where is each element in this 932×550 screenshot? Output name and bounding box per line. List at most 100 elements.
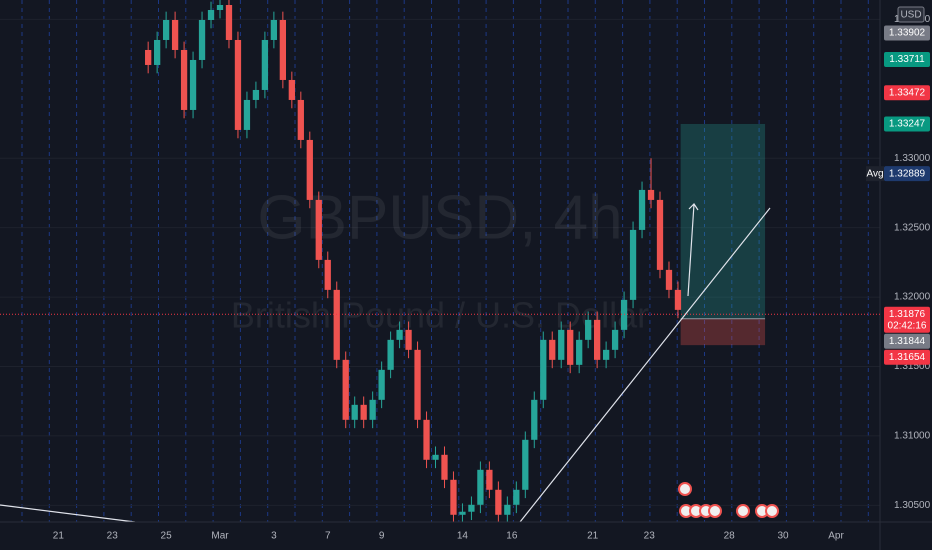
candle-body (665, 269, 673, 290)
price-label: 1.33472 (889, 87, 926, 98)
price-axis (880, 0, 932, 550)
x-tick-label: 3 (271, 531, 277, 542)
candle-body (522, 439, 529, 490)
loss-zone (680, 318, 766, 346)
candle-body (504, 504, 511, 515)
candle-body (243, 99, 251, 130)
arrow (687, 203, 699, 297)
y-tick-label: 1.32000 (894, 292, 931, 303)
price-label-box (884, 306, 930, 333)
candle-body (378, 369, 385, 400)
candle-body (558, 329, 565, 360)
candle-body (216, 4, 224, 10)
candle-body (674, 289, 682, 310)
candle-body (576, 339, 583, 365)
y-tick-label: 1.30500 (894, 500, 931, 511)
candle-body (198, 19, 206, 60)
candle-body (324, 259, 331, 290)
candle-body (342, 359, 349, 420)
y-tick-label: 1.31500 (894, 361, 931, 372)
candle-body (252, 89, 260, 100)
time-axis (0, 522, 880, 550)
x-tick-label: 28 (724, 531, 736, 542)
watermark-subtitle: British Pound / U.S. Dollar (231, 295, 649, 336)
candle-body (531, 399, 538, 440)
x-tick-label: 16 (506, 531, 518, 542)
price-label-box (884, 52, 930, 68)
candle-body (405, 329, 412, 350)
candle-body (315, 199, 322, 260)
candle-body (540, 339, 547, 400)
candle-body (477, 469, 484, 505)
candle-body (486, 469, 493, 490)
candle-body (387, 339, 394, 370)
candle-body (549, 339, 556, 360)
candle-body (333, 289, 340, 360)
x-tick-label: 21 (587, 531, 599, 542)
candle-body (414, 349, 421, 420)
price-label-box (884, 166, 930, 182)
x-tick-label: 9 (379, 531, 385, 542)
countdown: 02:42:16 (888, 320, 927, 331)
candle-body (567, 329, 574, 365)
candle-body (423, 419, 430, 460)
price-label-box (884, 116, 930, 132)
price-label: 1.33902 (889, 28, 926, 39)
candle-body (225, 4, 233, 40)
trend-line (519, 207, 771, 523)
candle-body (297, 99, 304, 140)
price-label: 1.31876 (889, 309, 926, 320)
candle-body (638, 189, 646, 230)
trend-line (0, 504, 136, 523)
event-icons (678, 482, 779, 518)
candle-body (234, 39, 242, 130)
price-label: 1.33711 (889, 54, 925, 65)
price-label: 1.33247 (889, 119, 926, 130)
x-tick-label: 23 (644, 531, 656, 542)
candle-body (620, 299, 628, 330)
profit-zone (680, 123, 766, 319)
y-tick-label: 1.32500 (894, 222, 931, 233)
candle-body (180, 49, 188, 110)
candle-body (306, 139, 313, 200)
x-tick-label: 25 (161, 531, 173, 542)
x-tick-label: 21 (53, 531, 65, 542)
candle-body (602, 349, 610, 360)
candle-body (611, 329, 619, 350)
price-label-box (884, 85, 930, 101)
x-tick-label: 30 (777, 531, 789, 542)
candle-body (495, 489, 502, 515)
candle-body (432, 454, 439, 460)
candle-body (441, 454, 448, 480)
price-tag: Avg (866, 168, 883, 179)
candle-body (450, 479, 457, 515)
candle-body (513, 489, 520, 505)
price-label-box (884, 333, 930, 349)
candle-body (189, 59, 197, 110)
price-label: 1.31844 (889, 336, 926, 347)
currency-box[interactable] (897, 6, 925, 23)
candle-body (162, 19, 170, 40)
candle-body (171, 19, 179, 50)
candle-body (279, 19, 286, 80)
candle-body (360, 404, 367, 420)
x-tick-label: 7 (325, 531, 331, 542)
long-position (680, 123, 766, 346)
candle-body (145, 49, 152, 65)
currency[interactable]: USD (900, 10, 921, 21)
y-tick-label: 1.31000 (894, 431, 931, 442)
grid (0, 0, 880, 522)
candle-body (594, 319, 601, 360)
candles (145, 0, 682, 524)
candle-body (154, 39, 161, 65)
candle-body (585, 319, 592, 340)
y-tick-label: 1.33000 (894, 153, 931, 164)
candle-body (629, 229, 637, 300)
candle-body (369, 399, 376, 420)
price-label: 1.32889 (889, 168, 926, 179)
candle-body (396, 329, 403, 340)
candle-body (261, 39, 269, 90)
candle-body (288, 79, 295, 100)
